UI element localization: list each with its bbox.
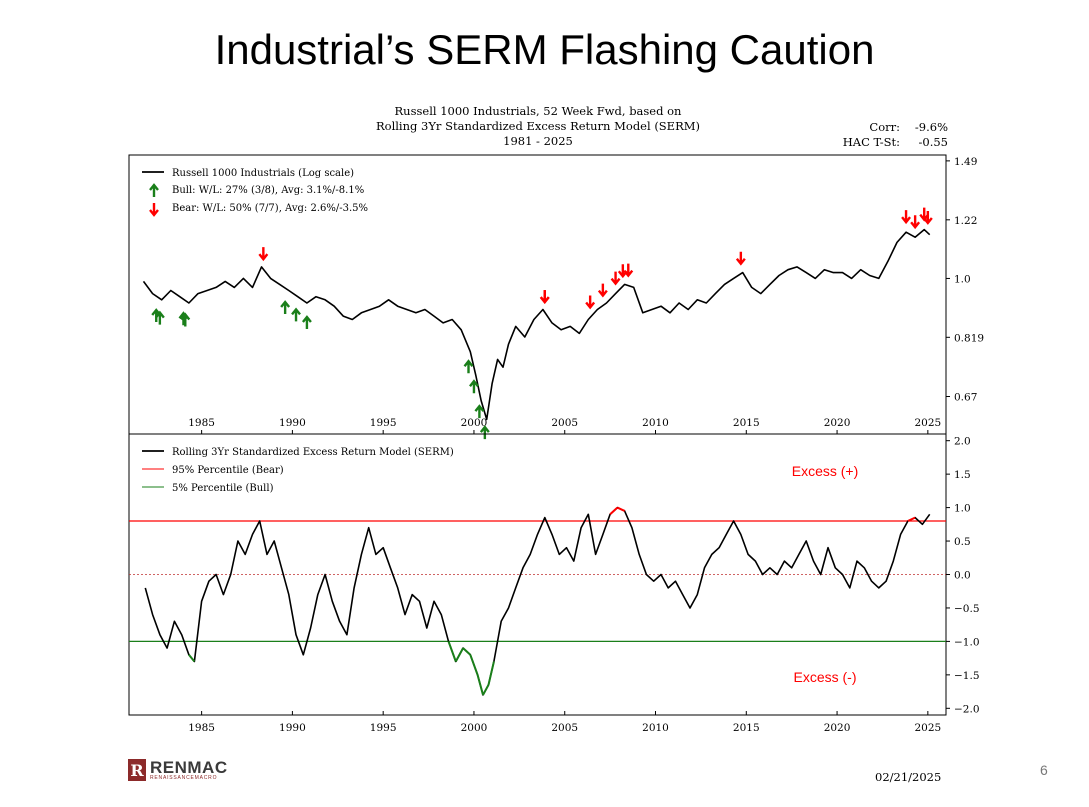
serm-excess-negative-segment [447,641,457,662]
price-y-tick-label: 1.22 [954,215,977,227]
serm-excess-positive-segment [616,506,626,512]
bull-signal-arrow [469,379,479,394]
chart-title-line2: Rolling 3Yr Standardized Excess Return M… [376,119,700,133]
price-x-tick-label: 1990 [279,417,306,429]
bull-arrow-icon [149,183,159,197]
serm-excess-negative-segment [482,684,490,696]
serm-x-tick-label: 2015 [733,722,760,734]
price-x-tick-label: 1985 [188,417,215,429]
serm-y-tick-label: 2.0 [954,436,971,448]
bull-signal-arrow [463,359,474,374]
serm-y-tick-label: 0.0 [954,570,971,582]
bear-signal-arrow [910,215,921,230]
corr-value: -9.6% [915,120,948,134]
serm-excess-negative-segment [188,654,196,663]
serm-excess-negative-segment [487,661,495,686]
price-x-tick-label: 1995 [370,417,397,429]
price-x-tick-label: 2020 [824,417,851,429]
chart-title-line1: Russell 1000 Industrials, 52 Week Fwd, b… [395,104,683,118]
bull-signal-arrow [280,300,291,315]
bear-signal-arrow [258,247,269,262]
serm-excess-negative-segment [476,674,484,696]
bull-signal-arrow [474,404,485,419]
serm-x-tick-label: 1985 [188,722,215,734]
price-x-tick-label: 2010 [642,417,669,429]
legend-bull-threshold-label: 5% Percentile (Bull) [172,483,274,494]
corr-label: Corr: [869,120,900,134]
renmac-logo: R RENMAC RENAISSANCEMACRO [128,757,228,783]
price-y-tick-label: 0.67 [954,392,977,404]
serm-x-tick-label: 2010 [642,722,669,734]
serm-y-tick-label: −1.5 [954,670,980,682]
serm-x-tick-label: 2005 [551,722,578,734]
serm-excess-positive-segment [907,516,916,522]
logo-sub: RENAISSANCEMACRO [150,775,218,781]
serm-y-tick-label: 0.5 [954,536,971,548]
serm-legend: Rolling 3Yr Standardized Excess Return M… [142,447,454,494]
chart-title-line3: 1981 - 2025 [503,134,573,148]
price-legend: Russell 1000 Industrials (Log scale) Bul… [142,168,368,217]
bull-signal-arrow [479,425,490,440]
bear-signal-arrow [597,283,608,298]
serm-y-tick-label: −2.0 [954,703,980,715]
bull-signal-arrow [301,315,312,330]
serm-y-tick-label: 1.0 [954,503,971,515]
logo-main: RENMAC [150,758,228,777]
excess-positive-annotation: Excess (+) [792,463,859,479]
serm-panel: 2.0 1.5 1.0 0.5 0.0 −0.5 −1.0 −1.5 −2.0 1985 1990 1… [128,433,980,734]
price-x-tick-label: 2005 [551,417,578,429]
bear-signal-arrow [585,295,596,310]
price-frame [128,154,947,435]
price-y-tick-label: 0.819 [954,332,984,344]
bear-signal-arrow [610,271,621,286]
hac-tstat-value: -0.55 [919,135,949,149]
bear-signal-arrow [617,264,628,279]
legend-bear-threshold-label: 95% Percentile (Bear) [172,465,284,476]
serm-x-tick-label: 2020 [824,722,851,734]
excess-negative-annotation: Excess (-) [794,669,857,685]
bear-signal-arrow [735,251,746,266]
bull-signal-arrow [180,312,191,327]
bull-signal-arrow [154,310,165,325]
legend-series-label: Russell 1000 Industrials (Log scale) [172,168,354,179]
serm-x-tick-label: 1990 [279,722,306,734]
bull-signal-arrow [291,307,301,322]
serm-x-tick-label: 2025 [914,722,941,734]
bear-signal-arrow [922,210,933,225]
logo-text: RENMAC RENAISSANCEMACRO [150,759,228,781]
serm-y-tick-label: 1.5 [954,469,971,481]
serm-x-tick-label: 2000 [461,722,488,734]
serm-series-line [144,506,931,696]
bear-signal-arrow [901,210,911,225]
price-x-tick-label: 2015 [733,417,760,429]
price-x-tick-label: 2000 [461,417,488,429]
hac-tstat-label: HAC T-St: [843,135,900,149]
serm-x-tick-label: 1995 [370,722,397,734]
price-series-line [142,228,931,421]
logo-mark: R [128,759,146,781]
serm-y-tick-label: −0.5 [954,603,980,615]
price-y-tick-label: 1.49 [954,156,977,168]
legend-bull-label: Bull: W/L: 27% (3/8), Avg: 3.1%/-8.1% [172,185,364,196]
price-y-tick-label: 1.0 [954,273,971,285]
serm-y-tick-label: −1.0 [954,636,980,648]
legend-serm-label: Rolling 3Yr Standardized Excess Return M… [172,447,454,458]
footer-date: 02/21/2025 [875,770,942,784]
page-number: 6 [1040,762,1048,778]
serm-excess-negative-segment [469,654,479,676]
legend-bear-label: Bear: W/L: 50% (7/7), Avg: 2.6%/-3.5% [172,203,368,214]
serm-excess-negative-segment [454,647,464,662]
price-panel: 1.49 1.22 1.0 0.819 0.67 1985 1990 1995 2000 2005… [128,154,984,440]
bear-signal-arrow [623,263,634,278]
slide-title: Industrial’s SERM Flashing Caution [214,26,875,73]
bear-arrow-icon [149,203,159,217]
price-x-tick-label: 2025 [914,417,941,429]
serm-excess-positive-segment [609,506,619,516]
serm-excess-negative-segment [462,647,472,656]
bear-signal-arrow [539,290,550,305]
